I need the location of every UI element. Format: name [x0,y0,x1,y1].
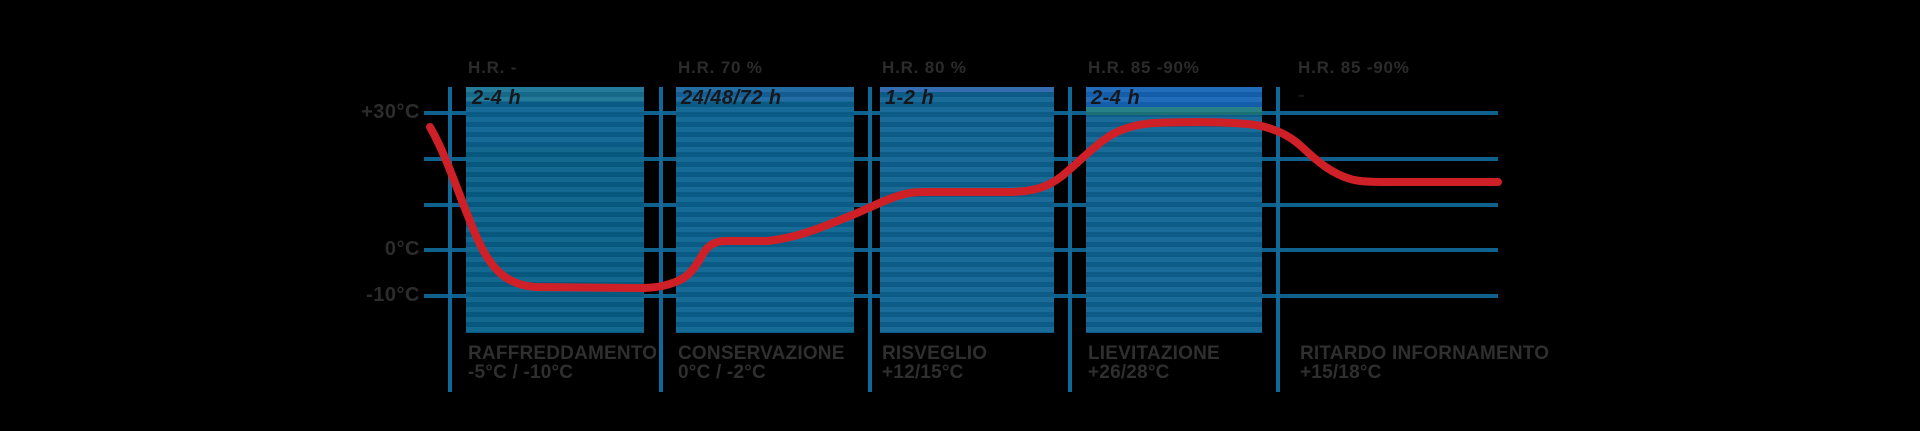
phase-name-label: CONSERVAZIONE [678,343,845,364]
phase-separator-line [1068,87,1072,392]
phase-separator-line [1276,87,1280,392]
phase-hr-label: H.R. 85 -90% [1088,58,1200,77]
y-tick-label-zero: 0°C [384,238,420,260]
phase-name-label: LIEVITAZIONE [1088,343,1220,364]
phase-rect [880,87,1054,333]
phase-rect [676,87,854,333]
phase-duration-label: 2-4 h [472,87,522,109]
phase-name-label: RISVEGLIO [882,343,988,364]
phase-temp-label: +12/15°C [882,362,964,383]
y-tick-label-minus10: -10°C [366,284,420,306]
phase-duration-label: 24/48/72 h [681,87,782,109]
phase-hr-label: H.R. 85 -90% [1298,58,1410,77]
phase-separator-line [659,87,663,392]
y-axis-line [448,87,452,392]
phase-separator-line [868,87,872,392]
phase-rect [466,87,644,333]
phase-duration-label: 2-4 h [1091,87,1141,109]
phase-name-label: RAFFREDDAMENTO [468,343,658,364]
phase-temp-label: +15/18°C [1300,362,1382,383]
phase-duration-label: 1-2 h [885,87,935,109]
phase-temp-label: +26/28°C [1088,362,1170,383]
phase-temp-label: 0°C / -2°C [678,362,766,383]
phase-name-label: RITARDO INFORNAMENTO [1300,343,1550,364]
phase-temp-label: -5°C / -10°C [468,362,574,383]
phase-rect [1086,87,1262,333]
phase-duration-label: - [1298,84,1306,106]
y-tick-label-plus30: +30°C [361,101,420,123]
phase-hr-label: H.R. - [468,58,518,77]
phase-hr-label: H.R. 80 % [882,58,967,77]
phase-hr-label: H.R. 70 % [678,58,763,77]
